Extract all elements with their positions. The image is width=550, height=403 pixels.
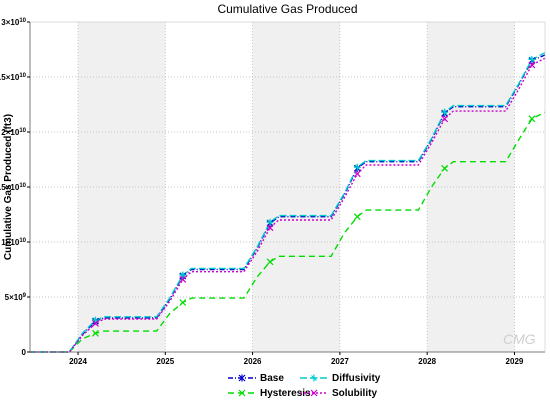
series-marker-hysteresis	[266, 258, 274, 266]
series-line-hysteresis	[30, 111, 546, 353]
series-marker-solubility	[441, 115, 449, 123]
legend-label: Hysteresis	[260, 388, 311, 399]
y-tick-labels: 0 5×109 1×1010 1.5×1010 2×1010 2.5×1010 3×1010	[0, 18, 30, 357]
chart-title: Cumulative Gas Produced	[217, 2, 357, 16]
series-marker-hysteresis	[179, 299, 187, 306]
x-tick-label: 2024	[69, 357, 87, 366]
series-line-solubility	[30, 57, 546, 353]
y-tick-label: 3×1010	[1, 18, 26, 27]
series-marker-diffusivity	[528, 55, 536, 63]
watermark-logo: CMG	[503, 331, 536, 347]
series-marker-hysteresis	[92, 329, 99, 337]
shaded-band	[78, 22, 166, 352]
series-lines	[30, 52, 546, 353]
shaded-bands	[78, 22, 515, 352]
grid-lines	[30, 22, 545, 352]
series-line-diffusivity	[30, 52, 546, 353]
series-marker-hysteresis	[528, 115, 536, 123]
series-marker-hysteresis	[353, 213, 361, 221]
x-tick-labels: 2024 2025 2026 2027 2028 2029	[69, 352, 524, 366]
series-marker-solubility	[528, 61, 536, 69]
series-marker-diffusivity	[441, 108, 449, 116]
legend-marker	[238, 374, 246, 382]
series-marker-solubility	[92, 319, 99, 327]
y-tick-label: 2.5×1010	[0, 73, 27, 82]
series-marker-diffusivity	[266, 218, 274, 226]
legend-marker	[310, 374, 318, 382]
x-tick-label: 2025	[156, 357, 174, 366]
series-marker-solubility	[266, 224, 274, 232]
legend-label: Solubility	[332, 388, 377, 399]
legend: Base Diffusivity Hysteresis Solubility	[228, 373, 381, 399]
legend-label: Base	[260, 373, 284, 384]
y-tick-label: 5×109	[5, 293, 27, 302]
x-tick-label: 2026	[244, 357, 262, 366]
y-tick-label: 2×1010	[1, 128, 26, 137]
legend-marker	[238, 389, 246, 397]
x-tick-label: 2029	[506, 357, 524, 366]
y-tick-label: 1×1010	[1, 238, 26, 247]
x-tick-label: 2028	[418, 357, 436, 366]
y-tick-label: 1.5×1010	[0, 183, 27, 192]
series-marker-hysteresis	[441, 164, 449, 172]
series-markers	[91, 55, 536, 337]
x-tick-label: 2027	[331, 357, 349, 366]
shaded-band	[252, 22, 340, 352]
legend-marker	[310, 389, 318, 397]
y-tick-label: 0	[22, 348, 27, 357]
legend-item-diffusivity: Diffusivity	[300, 373, 381, 384]
series-marker-diffusivity	[353, 163, 361, 171]
series-marker-solubility	[353, 170, 361, 178]
series-marker-diffusivity	[179, 271, 187, 279]
y-axis-label: Cumulative Gas Produced (ft3)	[3, 114, 14, 260]
legend-item-solubility: Solubility	[300, 388, 377, 399]
legend-item-base: Base	[228, 373, 284, 384]
series-marker-solubility	[179, 275, 187, 283]
legend-label: Diffusivity	[332, 373, 381, 384]
legend-item-hysteresis: Hysteresis	[228, 388, 311, 399]
